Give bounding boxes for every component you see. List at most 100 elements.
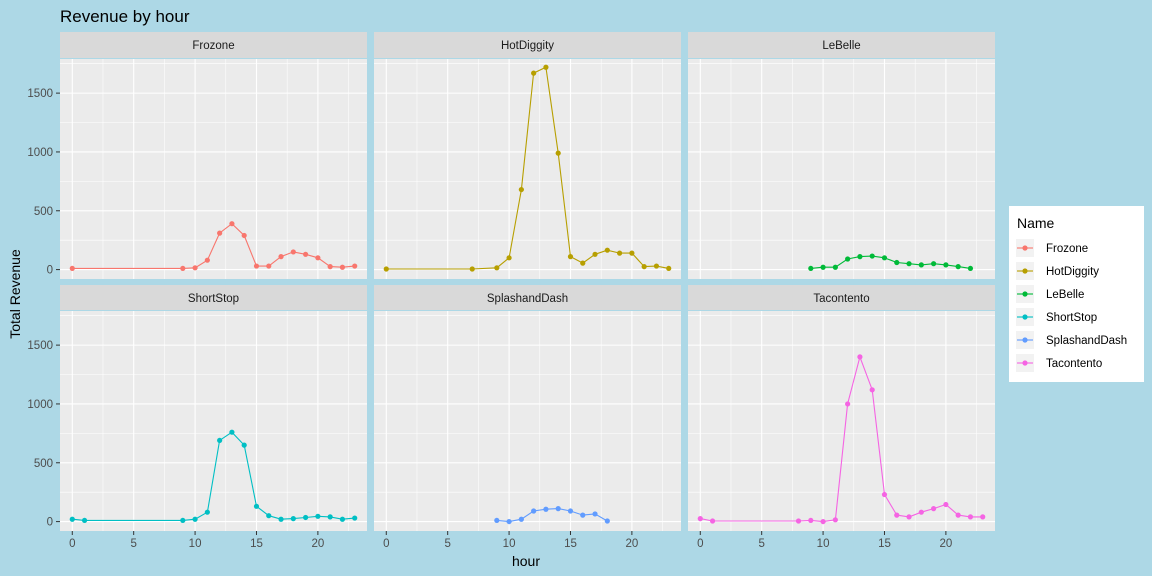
- legend-key-point: [1022, 291, 1028, 297]
- data-point-splashanddash: [506, 518, 512, 525]
- data-point-shortstop: [339, 516, 346, 522]
- panel-background: [374, 59, 681, 279]
- data-point-shortstop: [229, 429, 235, 435]
- data-point-tacontento: [906, 514, 912, 520]
- x-tick-label: 0: [69, 538, 75, 550]
- panel-hotdiggity: HotDiggity: [374, 32, 681, 279]
- data-point-hotdiggity: [653, 263, 660, 269]
- data-point-frozone: [315, 255, 321, 261]
- data-point-hotdiggity: [494, 265, 500, 271]
- data-point-lebelle: [832, 264, 838, 270]
- data-point-frozone: [217, 230, 223, 236]
- data-point-tacontento: [709, 518, 716, 524]
- data-point-hotdiggity: [383, 266, 389, 272]
- legend-label-splashanddash: SplashandDash: [1046, 335, 1127, 347]
- y-tick-label: 1000: [27, 399, 53, 411]
- data-point-shortstop: [69, 516, 75, 522]
- y-axis-title: Total Revenue: [7, 249, 23, 339]
- legend-item-lebelle: LeBelle: [1016, 285, 1084, 303]
- panel-shortstop: ShortStop 0 500 1000 1500 0 5 10 15 20: [27, 285, 367, 550]
- legend-key-point: [1022, 314, 1028, 320]
- legend-item-shortstop: ShortStop: [1016, 308, 1097, 326]
- data-point-lebelle: [906, 261, 912, 267]
- data-point-hotdiggity: [666, 265, 672, 272]
- legend-title: Name: [1017, 215, 1055, 231]
- data-point-frozone: [290, 249, 296, 255]
- data-point-hotdiggity: [592, 251, 598, 257]
- data-point-splashanddash: [580, 512, 586, 518]
- panel-background: [374, 311, 681, 531]
- data-point-lebelle: [857, 254, 863, 260]
- data-point-shortstop: [217, 437, 223, 444]
- data-point-tacontento: [943, 501, 949, 508]
- data-point-shortstop: [81, 517, 88, 524]
- data-point-shortstop: [315, 513, 321, 519]
- y-tick-label: 1000: [27, 147, 53, 159]
- panel-background: [688, 59, 995, 279]
- data-point-hotdiggity: [641, 264, 647, 270]
- series-line-splashanddash: [496, 508, 608, 523]
- series-line-frozone: [72, 222, 355, 269]
- y-tick-label: 0: [47, 517, 53, 529]
- y-tick-label: 1500: [27, 88, 53, 100]
- data-point-tacontento: [795, 518, 802, 524]
- y-tick-label: 0: [47, 265, 53, 277]
- data-point-tacontento: [832, 517, 838, 523]
- data-point-splashanddash: [592, 511, 598, 517]
- data-point-splashanddash: [555, 506, 561, 512]
- data-point-tacontento: [894, 512, 900, 518]
- x-tick-label: 0: [697, 538, 703, 550]
- facet-label-shortstop: ShortStop: [188, 293, 239, 305]
- data-point-lebelle: [955, 264, 961, 270]
- data-point-tacontento: [980, 514, 986, 520]
- data-point-splashanddash: [531, 508, 537, 514]
- data-point-shortstop: [253, 503, 260, 509]
- data-point-hotdiggity: [469, 266, 475, 272]
- data-point-splashanddash: [567, 508, 574, 514]
- legend-label-lebelle: LeBelle: [1046, 289, 1084, 301]
- panel-splashanddash: SplashandDash 0 5 10 15 20: [374, 285, 681, 550]
- legend-key-point: [1022, 268, 1028, 274]
- x-tick-label: 15: [564, 538, 577, 550]
- data-point-hotdiggity: [506, 255, 512, 261]
- data-point-lebelle: [931, 261, 937, 267]
- data-point-tacontento: [845, 401, 851, 407]
- data-point-hotdiggity: [555, 150, 561, 156]
- data-point-shortstop: [352, 515, 358, 521]
- facet-strip: [60, 32, 367, 58]
- data-point-tacontento: [808, 517, 814, 524]
- data-point-shortstop: [266, 513, 272, 519]
- data-point-frozone: [327, 264, 333, 270]
- data-point-hotdiggity: [531, 70, 537, 76]
- data-point-shortstop: [327, 514, 333, 520]
- x-tick-label: 15: [250, 538, 263, 550]
- facet-label-frozone: Frozone: [192, 40, 234, 52]
- x-tick-label: 20: [939, 538, 952, 550]
- panel-background: [688, 311, 995, 531]
- legend-label-frozone: Frozone: [1046, 243, 1088, 255]
- x-tick-label: 10: [817, 538, 830, 550]
- legend-item-tacontento: Tacontento: [1016, 354, 1102, 372]
- facet-label-tacontento: Tacontento: [813, 293, 869, 305]
- panel-frozone: Frozone 0 500 1000 1500: [27, 32, 367, 279]
- data-point-tacontento: [820, 518, 826, 525]
- legend-label-tacontento: Tacontento: [1046, 358, 1102, 370]
- facet-label-lebelle: LeBelle: [822, 40, 860, 52]
- facet-strip: [374, 285, 681, 310]
- data-point-frozone: [192, 265, 198, 271]
- data-point-frozone: [303, 251, 309, 257]
- y-tick-label: 500: [34, 458, 53, 470]
- panel-background: [60, 59, 367, 279]
- data-point-frozone: [253, 263, 260, 269]
- data-point-tacontento: [697, 516, 703, 522]
- data-point-tacontento: [869, 387, 875, 393]
- legend-item-splashanddash: SplashandDash: [1016, 331, 1127, 349]
- data-point-lebelle: [881, 255, 888, 261]
- facet-strip: [688, 32, 995, 58]
- data-point-frozone: [229, 221, 235, 227]
- data-point-hotdiggity: [567, 254, 574, 260]
- panel-lebelle: LeBelle: [688, 32, 995, 279]
- data-point-shortstop: [241, 442, 247, 448]
- x-tick-label: 5: [130, 538, 136, 550]
- x-tick-label: 10: [189, 538, 202, 550]
